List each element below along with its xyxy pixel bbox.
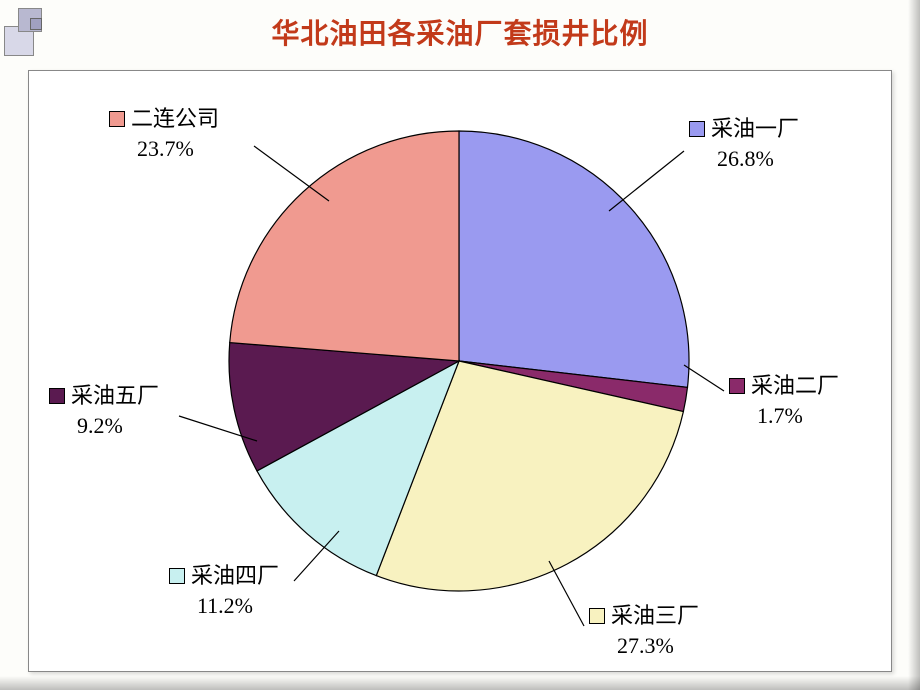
- foot-shadow: [0, 676, 920, 690]
- slice-name: 采油一厂: [711, 116, 799, 141]
- slice-name: 采油五厂: [71, 383, 159, 408]
- pie-slice-label: 采油五厂 9.2%: [49, 381, 159, 440]
- slice-percent: 23.7%: [109, 134, 219, 164]
- legend-swatch: [689, 121, 705, 137]
- chart-title: 华北油田各采油厂套损井比例: [0, 12, 920, 52]
- slice-name: 二连公司: [131, 106, 219, 131]
- pie-slice-label: 采油三厂 27.3%: [589, 601, 699, 660]
- right-shadow: [908, 0, 920, 690]
- slice-percent: 9.2%: [49, 411, 159, 441]
- pie-slice: [459, 131, 689, 387]
- legend-swatch: [109, 111, 125, 127]
- slice-name: 采油四厂: [191, 563, 279, 588]
- leader-line: [549, 561, 584, 626]
- legend-swatch: [49, 388, 65, 404]
- slice-name: 采油二厂: [751, 373, 839, 398]
- slide-container: 华北油田各采油厂套损井比例 采油一厂 26.8% 采油二厂 1.7% 采油三厂 27.3%…: [0, 0, 920, 690]
- slice-name: 采油三厂: [611, 603, 699, 628]
- leader-line: [254, 146, 329, 201]
- pie-slice-label: 采油二厂 1.7%: [729, 371, 839, 430]
- slice-percent: 1.7%: [729, 401, 839, 431]
- legend-swatch: [169, 568, 185, 584]
- pie-slice-label: 二连公司 23.7%: [109, 104, 219, 163]
- slice-percent: 27.3%: [589, 631, 699, 661]
- slice-percent: 11.2%: [169, 591, 279, 621]
- pie-slice: [230, 131, 459, 361]
- pie-slice-label: 采油一厂 26.8%: [689, 114, 799, 173]
- leader-line: [609, 151, 684, 211]
- chart-panel: 采油一厂 26.8% 采油二厂 1.7% 采油三厂 27.3% 采油四厂 11.2% 采油五厂 9…: [28, 70, 892, 672]
- legend-swatch: [729, 378, 745, 394]
- legend-swatch: [589, 608, 605, 624]
- leader-line: [684, 365, 724, 391]
- slice-percent: 26.8%: [689, 144, 799, 174]
- pie-slice-label: 采油四厂 11.2%: [169, 561, 279, 620]
